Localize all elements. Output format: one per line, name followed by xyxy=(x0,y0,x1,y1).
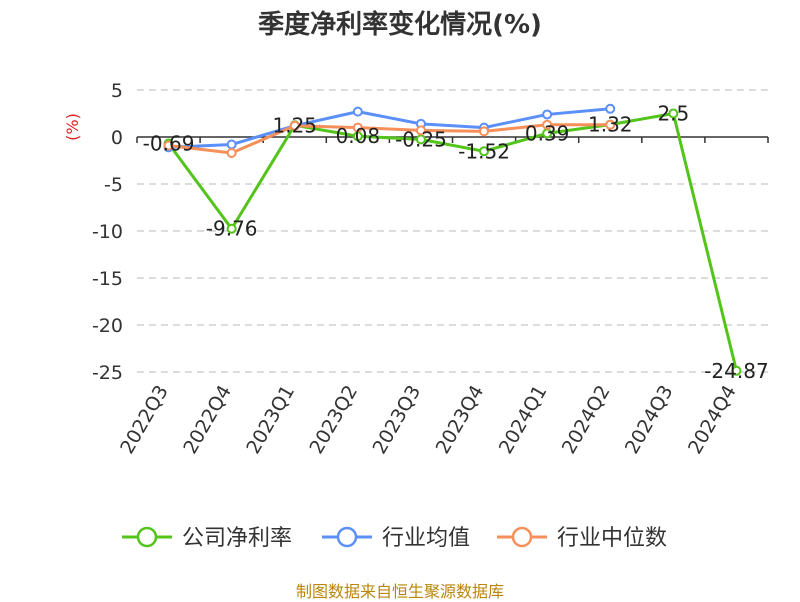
x-tick-label: 2024Q4 xyxy=(684,382,741,458)
data-label: 0.39 xyxy=(525,121,570,145)
x-tick-label: 2023Q4 xyxy=(432,382,489,458)
data-point xyxy=(415,125,426,136)
data-point xyxy=(226,147,237,158)
y-tick-label: 5 xyxy=(111,80,123,102)
data-labels: -0.69 -9.76 1.25 0.08 -0.25 -1.52 0.39 1.32 2.5 -… xyxy=(143,102,769,383)
data-point xyxy=(226,139,237,150)
data-point xyxy=(352,122,363,133)
data-label: 1.32 xyxy=(588,113,633,137)
series-行业中位数 xyxy=(163,119,616,158)
data-point xyxy=(226,223,237,234)
legend-label: 行业均值 xyxy=(382,526,470,551)
chart-title: 季度净利率变化情况(%) xyxy=(258,9,542,40)
data-label: -1.52 xyxy=(458,139,510,163)
y-tick-label: -5 xyxy=(104,174,123,196)
series-line xyxy=(168,107,611,149)
data-point xyxy=(479,126,490,137)
data-point xyxy=(352,106,363,117)
x-tick-label: 2024Q2 xyxy=(558,382,615,458)
x-tick-label: 2023Q2 xyxy=(305,382,362,458)
x-tick-label: 2022Q3 xyxy=(116,382,173,458)
y-axis-label: (%) xyxy=(63,113,82,141)
x-axis: 2022Q3 2022Q4 2023Q1 2023Q2 2023Q3 2023Q4 2024… xyxy=(116,136,769,458)
data-label: -0.69 xyxy=(143,131,195,155)
x-tick-label: 2024Q3 xyxy=(621,382,678,458)
series-line xyxy=(167,112,738,372)
x-tick-label: 2022Q4 xyxy=(179,382,236,458)
x-tick-label: 2023Q3 xyxy=(369,382,426,458)
data-source: 制图数据来自恒生聚源数据库 xyxy=(295,582,504,601)
data-label: -0.25 xyxy=(395,127,447,151)
data-point xyxy=(731,365,742,376)
data-point xyxy=(542,109,553,120)
grid-lines xyxy=(137,89,768,373)
data-label: -24.87 xyxy=(704,359,768,383)
data-label: 2.5 xyxy=(657,102,689,126)
series-line xyxy=(168,123,611,155)
y-tick-label: -15 xyxy=(92,268,123,290)
y-tick-label: 0 xyxy=(111,127,123,149)
data-point xyxy=(289,120,300,131)
y-tick-label: -25 xyxy=(92,362,123,384)
series-lines xyxy=(163,103,742,376)
legend-marker xyxy=(136,526,158,548)
data-point xyxy=(668,108,679,119)
y-tick-labels: 5 0 -5 -10 -15 -20 -25 xyxy=(92,80,123,384)
legend-marker xyxy=(511,526,533,548)
data-label: 0.08 xyxy=(336,124,381,148)
x-tick-label: 2024Q1 xyxy=(495,382,552,458)
series-公司净利率 xyxy=(163,108,742,376)
data-point xyxy=(542,119,553,130)
data-point xyxy=(163,140,174,151)
legend-marker xyxy=(336,526,358,548)
data-point xyxy=(605,103,616,114)
data-point xyxy=(605,119,616,130)
y-tick-label: -20 xyxy=(92,315,123,337)
legend-label: 行业中位数 xyxy=(557,526,667,551)
data-label: -9.76 xyxy=(206,217,258,241)
legend: 公司净利率 行业均值 行业中位数 xyxy=(122,526,667,551)
data-label: 1.25 xyxy=(272,113,317,137)
y-tick-label: -10 xyxy=(92,221,123,243)
x-tick-label: 2023Q1 xyxy=(242,382,299,458)
legend-label: 公司净利率 xyxy=(182,526,292,551)
data-point xyxy=(479,146,490,157)
